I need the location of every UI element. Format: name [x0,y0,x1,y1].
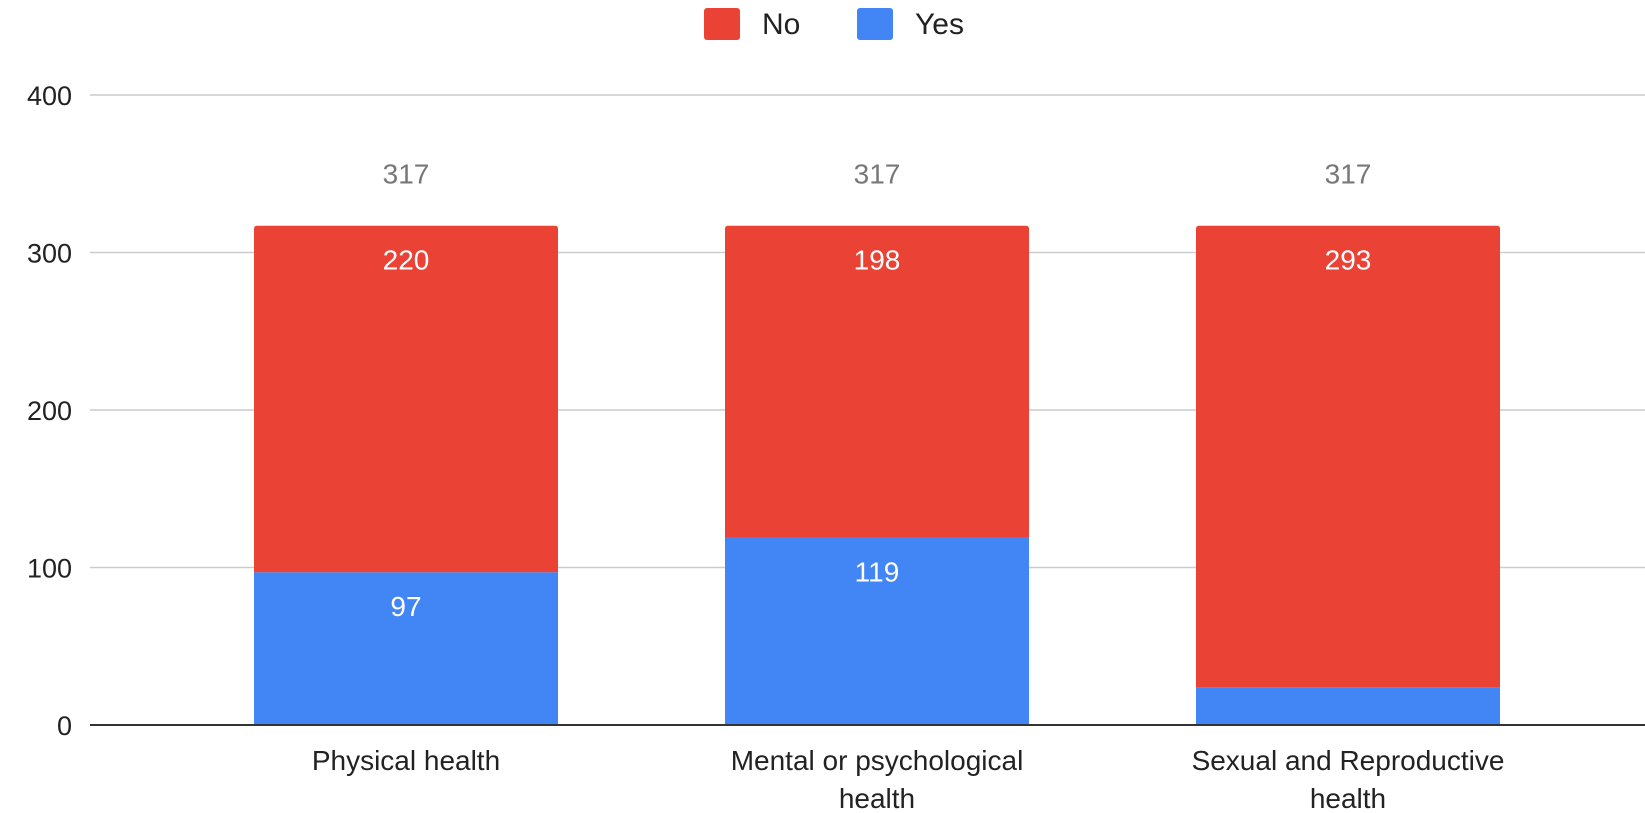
legend: No Yes [704,8,964,41]
data-label-no: 198 [854,245,901,276]
total-label: 317 [1325,159,1372,190]
x-tick-label: Mental or psychological [731,745,1024,776]
bar-segment-no [254,226,558,572]
legend-label: No [762,8,800,41]
y-tick-label: 400 [27,81,72,111]
y-tick-label: 100 [27,554,72,584]
data-label-yes: 119 [855,557,900,588]
y-axis: 0 100 200 300 400 [27,81,72,741]
bar-group: 24293317 [1196,159,1500,725]
x-tick-label: health [1310,783,1386,813]
legend-swatch [857,8,893,40]
legend-item-yes: Yes [857,8,964,41]
legend-item-no: No [704,8,800,41]
data-label-yes: 97 [390,591,421,622]
x-axis-labels: Physical health Mental or psychological he… [312,745,1505,813]
bar-group: 119 198 317 [725,159,1029,725]
x-tick-label: Physical health [312,745,500,776]
x-tick-label: Sexual and Reproductive [1192,745,1505,776]
total-label: 317 [383,159,430,190]
y-tick-label: 0 [57,711,72,741]
y-tick-label: 200 [27,396,72,426]
bar-segment-no [1196,226,1500,687]
y-tick-label: 300 [27,239,72,269]
legend-swatch [704,8,740,40]
bars: 9722031711919831724293317 [254,159,1500,725]
data-label-no: 220 [383,245,430,276]
data-label-no: 293 [1325,245,1372,276]
total-label: 317 [854,159,901,190]
bar-segment-yes [1196,687,1500,725]
legend-label: Yes [915,8,964,41]
bar-group: 97 220 317 [254,159,558,725]
x-tick-label: health [839,783,915,813]
